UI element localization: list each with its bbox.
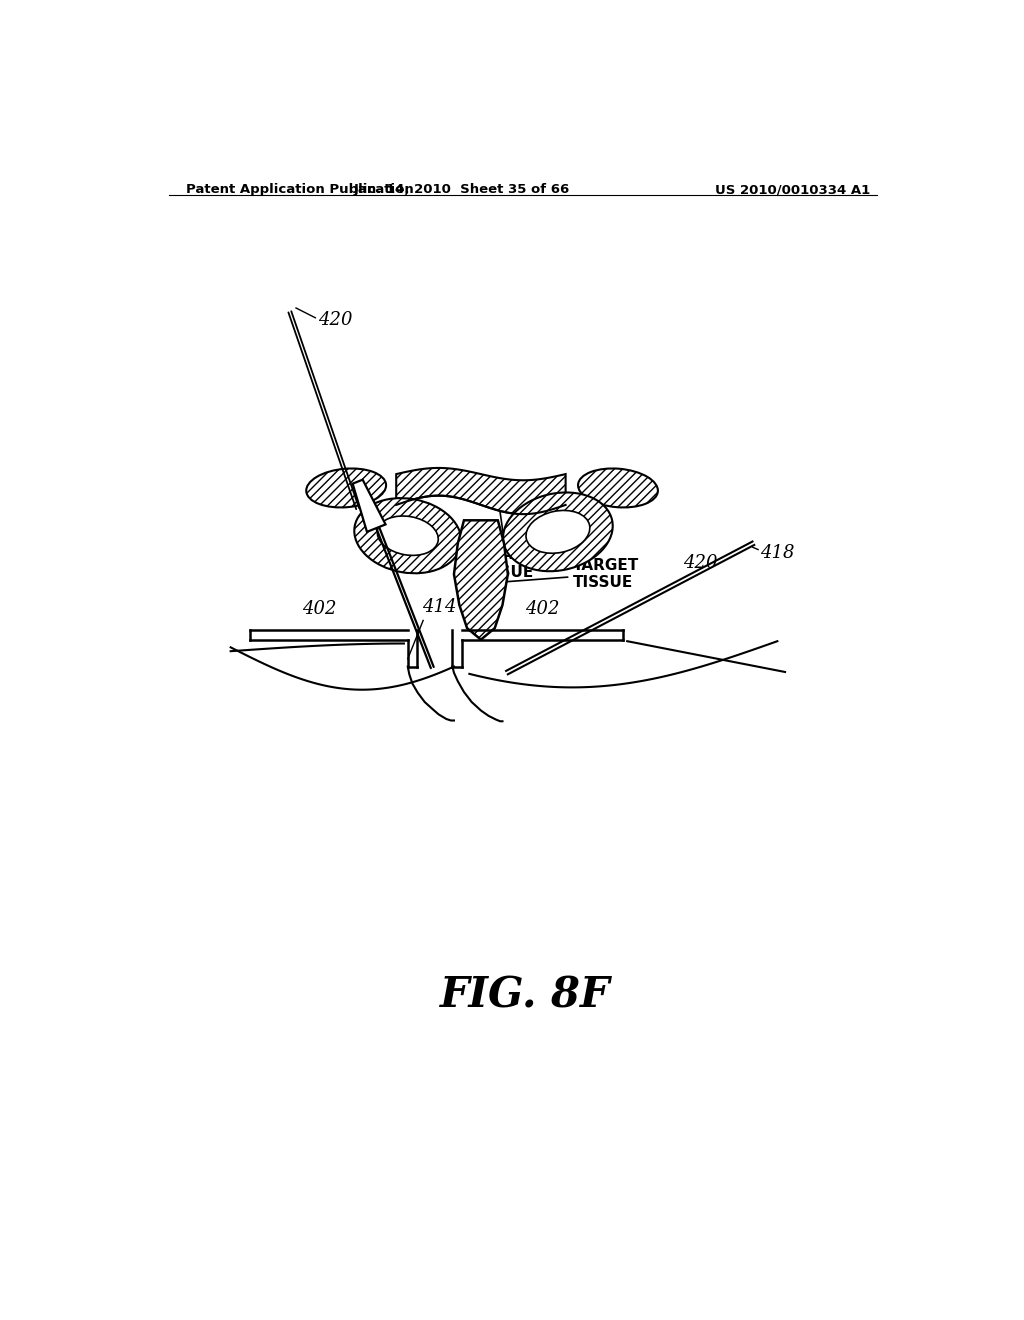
Text: NON-TARGET
TISSUE: NON-TARGET TISSUE — [450, 548, 558, 579]
Ellipse shape — [354, 498, 461, 573]
Polygon shape — [250, 631, 408, 640]
Ellipse shape — [526, 511, 590, 553]
Text: 418: 418 — [761, 544, 795, 561]
Text: Patent Application Publication: Patent Application Publication — [186, 183, 414, 197]
Ellipse shape — [503, 492, 612, 572]
Text: 414: 414 — [422, 598, 456, 615]
Text: 402: 402 — [302, 601, 337, 618]
Text: 402: 402 — [525, 601, 560, 618]
Text: TARGET
TISSUE: TARGET TISSUE — [507, 558, 640, 590]
Text: FIG. 8F: FIG. 8F — [439, 975, 610, 1016]
Text: 420: 420 — [683, 553, 718, 572]
Text: Jan. 14, 2010  Sheet 35 of 66: Jan. 14, 2010 Sheet 35 of 66 — [353, 183, 569, 197]
Polygon shape — [396, 469, 565, 513]
Polygon shape — [462, 631, 624, 640]
Text: 420: 420 — [317, 312, 352, 329]
Polygon shape — [454, 520, 508, 640]
Ellipse shape — [306, 469, 386, 507]
Polygon shape — [352, 479, 386, 532]
Ellipse shape — [578, 469, 657, 507]
Text: US 2010/0010334 A1: US 2010/0010334 A1 — [715, 183, 869, 197]
Ellipse shape — [377, 516, 438, 556]
